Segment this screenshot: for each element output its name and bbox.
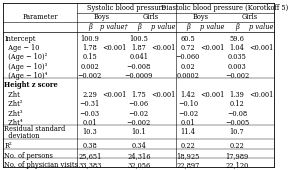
- Text: Systolic blood pressure: Systolic blood pressure: [87, 4, 166, 12]
- Text: 10.1: 10.1: [131, 128, 146, 136]
- Text: (Age − 10)³: (Age − 10)³: [4, 63, 48, 71]
- Text: Intercept: Intercept: [4, 35, 36, 42]
- Text: p value: p value: [249, 23, 274, 31]
- Text: Boys: Boys: [192, 13, 208, 21]
- Text: 0.035: 0.035: [228, 53, 247, 61]
- Text: (Age − 10)⁴: (Age − 10)⁴: [4, 72, 48, 80]
- Text: 24,316: 24,316: [127, 152, 151, 160]
- Text: 0.12: 0.12: [230, 100, 244, 108]
- Text: −0.06: −0.06: [129, 100, 149, 108]
- Text: −0.002: −0.002: [78, 72, 102, 80]
- Text: Zht²: Zht²: [4, 100, 23, 108]
- Text: Age − 10: Age − 10: [4, 44, 40, 52]
- Text: −0.0009: −0.0009: [125, 72, 153, 80]
- Text: 0.22: 0.22: [181, 142, 195, 150]
- Text: 100.9: 100.9: [80, 35, 99, 42]
- Text: 0.041: 0.041: [129, 53, 148, 61]
- Text: β: β: [235, 23, 239, 31]
- Text: Parameter: Parameter: [22, 13, 58, 21]
- Text: β: β: [137, 23, 141, 31]
- Text: 1.87: 1.87: [131, 44, 146, 52]
- Text: −0.31: −0.31: [80, 100, 100, 108]
- Text: −0.005: −0.005: [225, 119, 249, 127]
- Text: 100.5: 100.5: [129, 35, 148, 42]
- Text: 18,925: 18,925: [176, 152, 200, 160]
- Text: 0.0002: 0.0002: [176, 72, 199, 80]
- Text: β: β: [186, 23, 190, 31]
- Text: <0.001: <0.001: [151, 91, 176, 99]
- Text: −0.08: −0.08: [227, 109, 247, 117]
- Text: No. of persons: No. of persons: [4, 152, 53, 160]
- Text: 10.3: 10.3: [82, 128, 97, 136]
- Text: <0.001: <0.001: [200, 44, 225, 52]
- Text: 11.4: 11.4: [180, 128, 195, 136]
- Text: Zht³: Zht³: [4, 109, 23, 117]
- Text: <0.001: <0.001: [200, 91, 225, 99]
- Text: p value†: p value†: [100, 23, 128, 31]
- Text: 0.01: 0.01: [181, 119, 195, 127]
- Text: 0.002: 0.002: [80, 63, 99, 71]
- Text: 0.72: 0.72: [181, 44, 195, 52]
- Text: 22,897: 22,897: [176, 161, 200, 169]
- Text: deviation: deviation: [4, 132, 40, 140]
- Text: −0.02: −0.02: [129, 109, 149, 117]
- Text: Zht⁴: Zht⁴: [4, 119, 23, 127]
- Text: Boys: Boys: [94, 13, 110, 21]
- Text: Zht: Zht: [4, 91, 20, 99]
- Text: Diastolic blood pressure (Korotkoff 5): Diastolic blood pressure (Korotkoff 5): [161, 4, 288, 12]
- Text: 59.6: 59.6: [230, 35, 244, 42]
- Text: 1.75: 1.75: [131, 91, 146, 99]
- Text: 1.78: 1.78: [82, 44, 97, 52]
- Text: Girls: Girls: [143, 13, 159, 21]
- Text: <0.001: <0.001: [249, 91, 274, 99]
- Text: R²: R²: [4, 142, 12, 150]
- Text: 60.5: 60.5: [181, 35, 195, 42]
- Text: Residual standard: Residual standard: [4, 125, 65, 133]
- Text: 17,989: 17,989: [225, 152, 249, 160]
- Text: <0.001: <0.001: [102, 91, 127, 99]
- Text: Girls: Girls: [241, 13, 257, 21]
- Text: β: β: [88, 23, 92, 31]
- Text: 0.15: 0.15: [82, 53, 97, 61]
- Text: <0.001: <0.001: [249, 44, 274, 52]
- Text: 22,120: 22,120: [225, 161, 249, 169]
- Text: −0.02: −0.02: [178, 109, 198, 117]
- Text: 10.7: 10.7: [230, 128, 244, 136]
- Text: 0.22: 0.22: [230, 142, 244, 150]
- Text: 0.01: 0.01: [82, 119, 97, 127]
- Text: −0.060: −0.060: [176, 53, 200, 61]
- Text: 2.29: 2.29: [82, 91, 97, 99]
- Text: Height z score: Height z score: [4, 81, 58, 89]
- Text: 0.34: 0.34: [131, 142, 146, 150]
- Text: −0.008: −0.008: [127, 63, 151, 71]
- Text: −0.03: −0.03: [80, 109, 100, 117]
- Text: 32,056: 32,056: [127, 161, 150, 169]
- Text: <0.001: <0.001: [102, 44, 127, 52]
- Text: 1.42: 1.42: [180, 91, 195, 99]
- Text: 1.39: 1.39: [230, 91, 244, 99]
- Text: p value: p value: [200, 23, 225, 31]
- Text: 0.02: 0.02: [181, 63, 195, 71]
- Text: 0.38: 0.38: [82, 142, 97, 150]
- Text: −0.002: −0.002: [127, 119, 151, 127]
- Text: 33,383: 33,383: [78, 161, 101, 169]
- Text: p value: p value: [151, 23, 176, 31]
- Text: 1.04: 1.04: [230, 44, 244, 52]
- Text: 0.003: 0.003: [228, 63, 246, 71]
- Text: (Age − 10)²: (Age − 10)²: [4, 53, 48, 61]
- Text: −0.002: −0.002: [225, 72, 249, 80]
- Text: <0.001: <0.001: [151, 44, 176, 52]
- Text: 25,651: 25,651: [78, 152, 101, 160]
- Text: −0.10: −0.10: [178, 100, 198, 108]
- Text: No. of physician visits: No. of physician visits: [4, 161, 78, 169]
